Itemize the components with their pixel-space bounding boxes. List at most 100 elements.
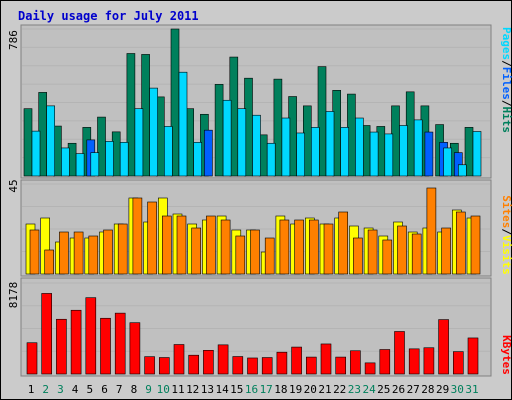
visits-ymax-label: 45 bbox=[7, 179, 20, 192]
pages-bar bbox=[134, 108, 144, 177]
pages-bar bbox=[340, 127, 350, 177]
kbytes-bar bbox=[129, 322, 141, 375]
sites-bar bbox=[73, 231, 84, 275]
files-bar bbox=[204, 129, 213, 177]
kbytes-bar bbox=[408, 348, 420, 375]
pages-bar bbox=[310, 127, 320, 177]
kbytes-bar bbox=[173, 344, 185, 375]
x-tick-label: 20 bbox=[304, 383, 317, 396]
pages-bar bbox=[31, 130, 41, 177]
x-tick-label: 7 bbox=[116, 383, 123, 396]
pages-bar bbox=[325, 111, 335, 177]
pages-bar bbox=[222, 99, 232, 177]
kbytes-bar bbox=[100, 317, 111, 375]
visits-legend: Sites/Visits bbox=[500, 195, 512, 275]
x-tick-label: 8 bbox=[131, 383, 138, 396]
x-tick-label: 21 bbox=[318, 383, 331, 396]
kbytes-bar bbox=[364, 362, 376, 375]
x-axis-labels: 1 2 3 4 5 6 7 8 9 10 11 12 13 14 15 16 17 18 19 20 21 22 23 24 2… bbox=[28, 383, 479, 396]
kbytes-bar bbox=[291, 346, 302, 375]
kbytes-bar bbox=[276, 351, 288, 375]
sites-bar bbox=[323, 223, 334, 275]
legend-entry: Files bbox=[500, 67, 512, 100]
x-tick-label: 10 bbox=[157, 383, 170, 396]
sites-bar bbox=[470, 215, 481, 275]
pages-bar bbox=[384, 133, 394, 177]
pages-bar bbox=[105, 141, 114, 177]
kbytes-bar bbox=[41, 293, 53, 375]
x-tick-label: 29 bbox=[436, 383, 449, 396]
sites-bar bbox=[455, 211, 466, 275]
x-tick-label: 19 bbox=[289, 383, 302, 396]
pages-bar bbox=[119, 142, 129, 177]
pages-bar bbox=[193, 142, 202, 177]
kbytes-bar bbox=[305, 356, 317, 375]
pages-bar bbox=[472, 131, 482, 177]
legend-entry: / bbox=[500, 60, 512, 67]
pages-bar bbox=[413, 119, 423, 177]
legend-entry: Visits bbox=[500, 235, 512, 275]
x-tick-label: 12 bbox=[186, 383, 199, 396]
pages-bar bbox=[266, 142, 276, 177]
kbytes-bar bbox=[188, 354, 199, 375]
x-tick-label: 15 bbox=[230, 383, 243, 396]
hits-bar bbox=[23, 108, 33, 177]
pages-bar bbox=[61, 147, 70, 177]
x-tick-label: 4 bbox=[72, 383, 79, 396]
sites-bar bbox=[338, 211, 349, 275]
pages-bar bbox=[149, 87, 158, 177]
kbytes-bar bbox=[247, 357, 258, 375]
pages-bar bbox=[75, 153, 85, 177]
x-tick-label: 2 bbox=[42, 383, 49, 396]
sites-bar bbox=[191, 227, 201, 275]
x-tick-label: 28 bbox=[421, 383, 434, 396]
pages-bar bbox=[252, 114, 261, 177]
hits-ymax-label: 786 bbox=[7, 30, 20, 50]
x-tick-label: 6 bbox=[101, 383, 108, 396]
pages-bar bbox=[178, 71, 188, 177]
sites-bar bbox=[176, 215, 187, 275]
sites-bar bbox=[426, 187, 437, 275]
sites-bar bbox=[117, 223, 128, 275]
pages-bar bbox=[164, 126, 173, 177]
pages-bar bbox=[237, 108, 247, 177]
pages-bar bbox=[457, 164, 467, 177]
x-tick-label: 18 bbox=[274, 383, 287, 396]
x-tick-label: 17 bbox=[260, 383, 273, 396]
sites-bar bbox=[29, 229, 40, 275]
kbytes-bar bbox=[26, 342, 38, 375]
sites-bar bbox=[382, 239, 393, 275]
legend-entry: Pages bbox=[500, 27, 512, 60]
sites-bar bbox=[59, 231, 69, 275]
sites-bar bbox=[353, 237, 363, 275]
sites-bar bbox=[147, 201, 157, 275]
kbytes-bar bbox=[379, 349, 391, 375]
kbytes-bar bbox=[261, 357, 273, 375]
sites-bar bbox=[397, 225, 407, 275]
x-tick-label: 5 bbox=[86, 383, 93, 396]
sites-bar bbox=[441, 227, 451, 275]
kbytes-bar bbox=[85, 297, 97, 375]
x-tick-label: 16 bbox=[245, 383, 258, 396]
bars bbox=[23, 28, 482, 375]
files-bar bbox=[424, 131, 434, 177]
pages-bar bbox=[355, 117, 364, 177]
hits-legend: Pages/Files/Hits bbox=[500, 27, 512, 133]
pages-bar bbox=[399, 125, 408, 177]
pages-bar bbox=[281, 117, 291, 177]
kbytes-bar bbox=[70, 309, 82, 375]
sites-bar bbox=[103, 229, 113, 275]
sites-bar bbox=[132, 197, 143, 275]
sites-bar bbox=[294, 219, 304, 275]
kbytes-bar bbox=[56, 318, 67, 375]
sites-bar bbox=[88, 235, 99, 275]
kbytes-bar bbox=[423, 347, 435, 375]
pages-bar bbox=[369, 131, 379, 177]
x-tick-label: 1 bbox=[28, 383, 35, 396]
sites-bar bbox=[308, 219, 319, 275]
sites-bar bbox=[220, 219, 231, 275]
sites-bar bbox=[235, 235, 246, 275]
x-tick-label: 30 bbox=[451, 383, 464, 396]
x-tick-label: 25 bbox=[377, 383, 390, 396]
sites-bar bbox=[411, 233, 422, 275]
